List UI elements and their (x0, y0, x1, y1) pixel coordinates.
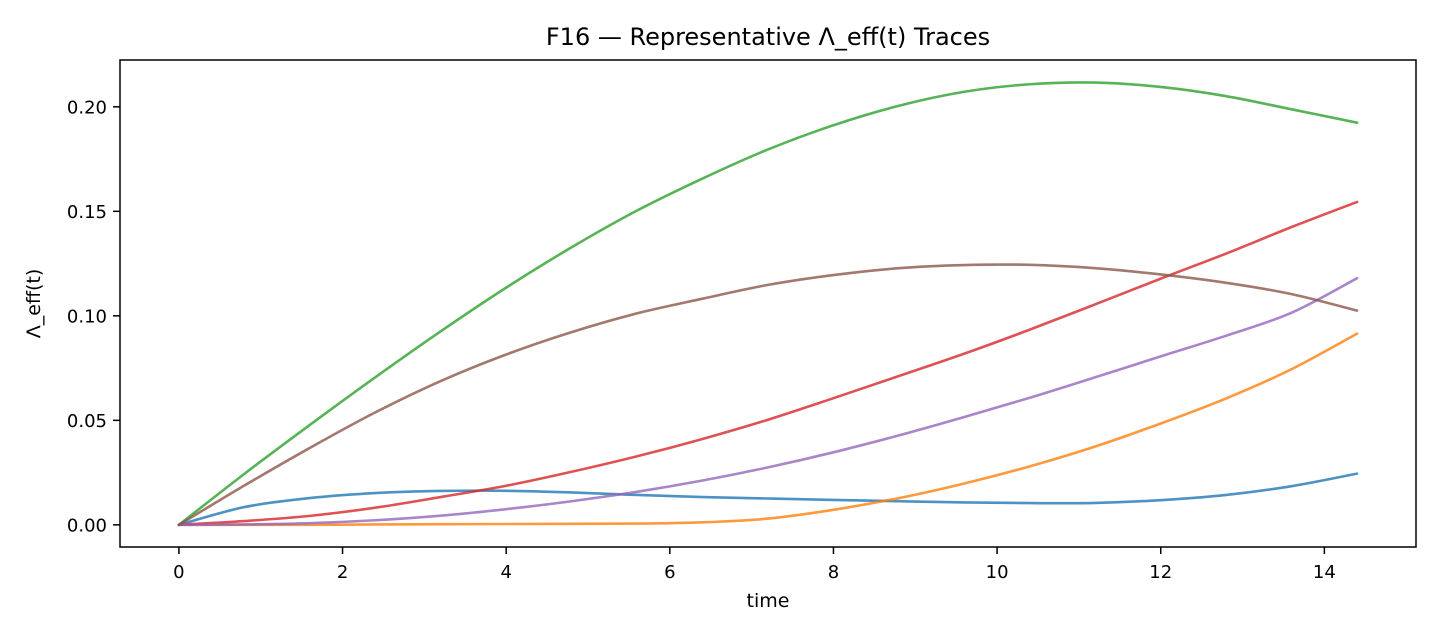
y-tick-label: 0.20 (67, 97, 107, 118)
x-tick-label: 14 (1313, 562, 1336, 583)
x-axis: 0 2 4 6 8 10 12 14 (173, 547, 1336, 583)
x-tick-label: 8 (828, 562, 839, 583)
x-tick-label: 0 (173, 562, 184, 583)
series-line-5 (177, 276, 1359, 527)
x-tick-label: 2 (337, 562, 348, 583)
series-group (177, 81, 1359, 527)
series-line-2 (177, 332, 1359, 527)
series-line-3 (177, 81, 1359, 527)
x-tick-label: 12 (1149, 562, 1172, 583)
plot-frame (119, 59, 1417, 548)
y-tick-label: 0.05 (67, 411, 107, 432)
x-tick-label: 4 (500, 562, 511, 583)
series-line-4 (177, 200, 1359, 527)
x-tick-label: 6 (664, 562, 675, 583)
y-tick-label: 0.15 (67, 202, 107, 223)
series-line-1 (177, 472, 1359, 527)
x-axis-label: time (747, 590, 790, 612)
y-axis: 0.00 0.05 0.10 0.15 0.20 (67, 97, 120, 536)
series-line-6 (177, 263, 1359, 527)
x-tick-label: 10 (986, 562, 1009, 583)
y-tick-label: 0.10 (67, 306, 107, 327)
y-axis-label: Λ_eff(t) (23, 269, 45, 339)
chart-title: F16 — Representative Λ_eff(t) Traces (546, 23, 990, 51)
y-tick-label: 0.00 (67, 515, 107, 536)
